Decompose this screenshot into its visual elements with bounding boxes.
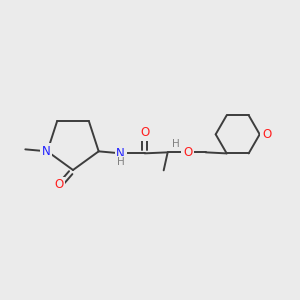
Text: O: O — [183, 146, 192, 159]
Text: H: H — [172, 139, 180, 149]
Text: O: O — [262, 128, 271, 141]
Text: N: N — [42, 145, 51, 158]
Text: O: O — [140, 126, 149, 139]
Text: N: N — [116, 147, 125, 160]
Text: H: H — [117, 157, 124, 167]
Text: O: O — [54, 178, 64, 191]
